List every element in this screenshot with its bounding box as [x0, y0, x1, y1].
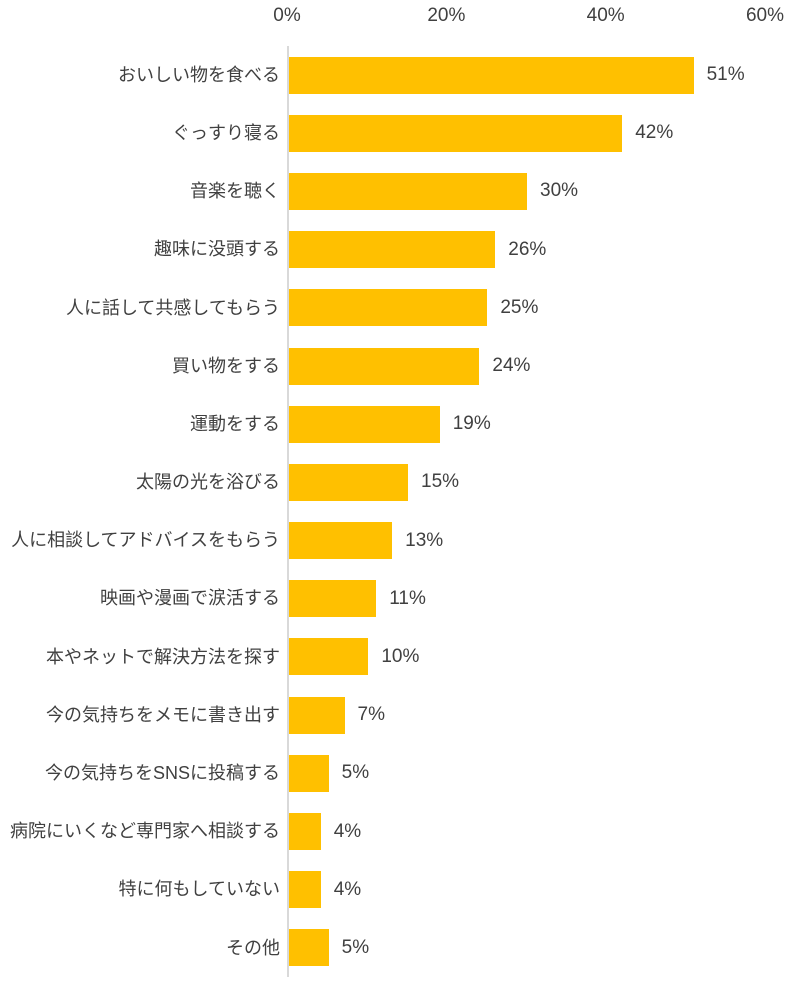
category-label: ぐっすり寝る	[172, 122, 280, 143]
chart-row: 太陽の光を浴びる 15%	[0, 453, 789, 512]
bar	[289, 813, 321, 851]
chart-row: 人に相談してアドバイスをもらう 13%	[0, 511, 789, 570]
plot-area: 13%	[287, 511, 789, 570]
value-label: 42%	[635, 122, 674, 144]
category-label: その他	[226, 937, 280, 958]
chart-row: その他 5%	[0, 918, 789, 977]
value-label: 7%	[357, 704, 385, 726]
category-label: 本やネットで解決方法を探す	[46, 646, 280, 667]
category-label: 人に相談してアドバイスをもらう	[11, 530, 280, 551]
bar	[289, 405, 440, 443]
chart-row: 病院にいくなど専門家へ相談する 4%	[0, 802, 789, 861]
value-label: 10%	[381, 645, 420, 667]
bar	[289, 580, 377, 618]
value-label: 15%	[421, 471, 460, 493]
chart-row: 買い物をする 24%	[0, 336, 789, 396]
value-label: 19%	[452, 413, 491, 435]
bar	[289, 754, 329, 792]
bar	[289, 56, 694, 94]
category-label: 今の気持ちをメモに書き出す	[46, 704, 280, 725]
plot-area: 24%	[287, 336, 789, 396]
chart-row: 映画や漫画で涙活する 11%	[0, 569, 789, 628]
bar	[289, 871, 321, 909]
category-label: 病院にいくなど専門家へ相談する	[10, 821, 280, 842]
plot-area: 25%	[287, 278, 789, 337]
category-label: 今の気持ちをSNSに投稿する	[44, 763, 280, 783]
chart-row: 今の気持ちをメモに書き出す 7%	[0, 686, 789, 745]
value-label: 25%	[500, 296, 539, 318]
plot-area: 5%	[287, 918, 789, 977]
chart-row: 本やネットで解決方法を探す 10%	[0, 627, 789, 687]
category-label: おいしい物を食べる	[118, 64, 280, 85]
plot-area: 5%	[287, 744, 789, 803]
x-axis-tick-label: 60%	[745, 5, 785, 26]
plot-area: 19%	[287, 395, 789, 454]
x-axis-tick-label: 40%	[586, 5, 625, 26]
category-label: 運動をする	[190, 413, 280, 434]
value-label: 26%	[508, 238, 547, 260]
chart-row: 人に話して共感してもらう 25%	[0, 278, 789, 337]
value-label: 5%	[341, 936, 370, 958]
value-label: 30%	[540, 180, 579, 202]
value-label: 11%	[389, 587, 426, 609]
bar	[289, 929, 329, 967]
chart-row: 趣味に没頭する 26%	[0, 220, 789, 279]
chart-row: 運動をする 19%	[0, 395, 789, 454]
bar	[289, 289, 488, 327]
plot-area: 4%	[287, 802, 789, 861]
chart-row: ぐっすり寝る 42%	[0, 104, 789, 163]
bar	[289, 172, 527, 210]
category-label: 人に話して共感してもらう	[65, 297, 280, 318]
category-label: 映画や漫画で涙活する	[100, 588, 280, 609]
x-axis-tick-label: 0%	[273, 5, 301, 26]
plot-area: 51%	[287, 46, 789, 105]
x-axis: 0% 20% 40% 60%	[273, 0, 784, 46]
plot-area: 11%	[287, 569, 789, 628]
category-label: 太陽の光を浴びる	[136, 472, 280, 493]
value-label: 13%	[405, 529, 444, 551]
value-label: 4%	[333, 820, 362, 842]
bar	[289, 114, 623, 152]
value-label: 4%	[333, 878, 362, 900]
chart-row: 音楽を聴く 30%	[0, 162, 789, 221]
value-label: 5%	[341, 762, 370, 784]
bar	[289, 231, 496, 269]
plot-area: 10%	[287, 627, 789, 687]
plot-area: 26%	[287, 220, 789, 279]
chart-row: おいしい物を食べる 51%	[0, 46, 789, 105]
category-label: 音楽を聴く	[190, 181, 280, 202]
plot-area: 7%	[287, 686, 789, 745]
plot-area: 15%	[287, 453, 789, 512]
bar	[289, 522, 393, 560]
chart-row: 特に何もしていない 4%	[0, 860, 789, 919]
value-label: 24%	[492, 355, 531, 377]
plot-area: 42%	[287, 104, 789, 163]
chart-rows: おいしい物を食べる 51% ぐっすり寝る 42% 音楽を聴く 30% 趣味に没頭する 26% 人…	[0, 46, 789, 977]
x-axis-tick-label: 20%	[427, 5, 466, 26]
category-label: 特に何もしていない	[118, 879, 280, 900]
bar	[289, 696, 345, 734]
category-label: 趣味に没頭する	[154, 239, 280, 260]
value-label: 51%	[706, 64, 745, 86]
bar	[289, 638, 369, 676]
bar	[289, 347, 480, 385]
bar	[289, 463, 408, 501]
chart-row: 今の気持ちをSNSに投稿する 5%	[0, 744, 789, 803]
plot-area: 4%	[287, 860, 789, 919]
plot-area: 30%	[287, 162, 789, 221]
category-label: 買い物をする	[172, 355, 280, 376]
